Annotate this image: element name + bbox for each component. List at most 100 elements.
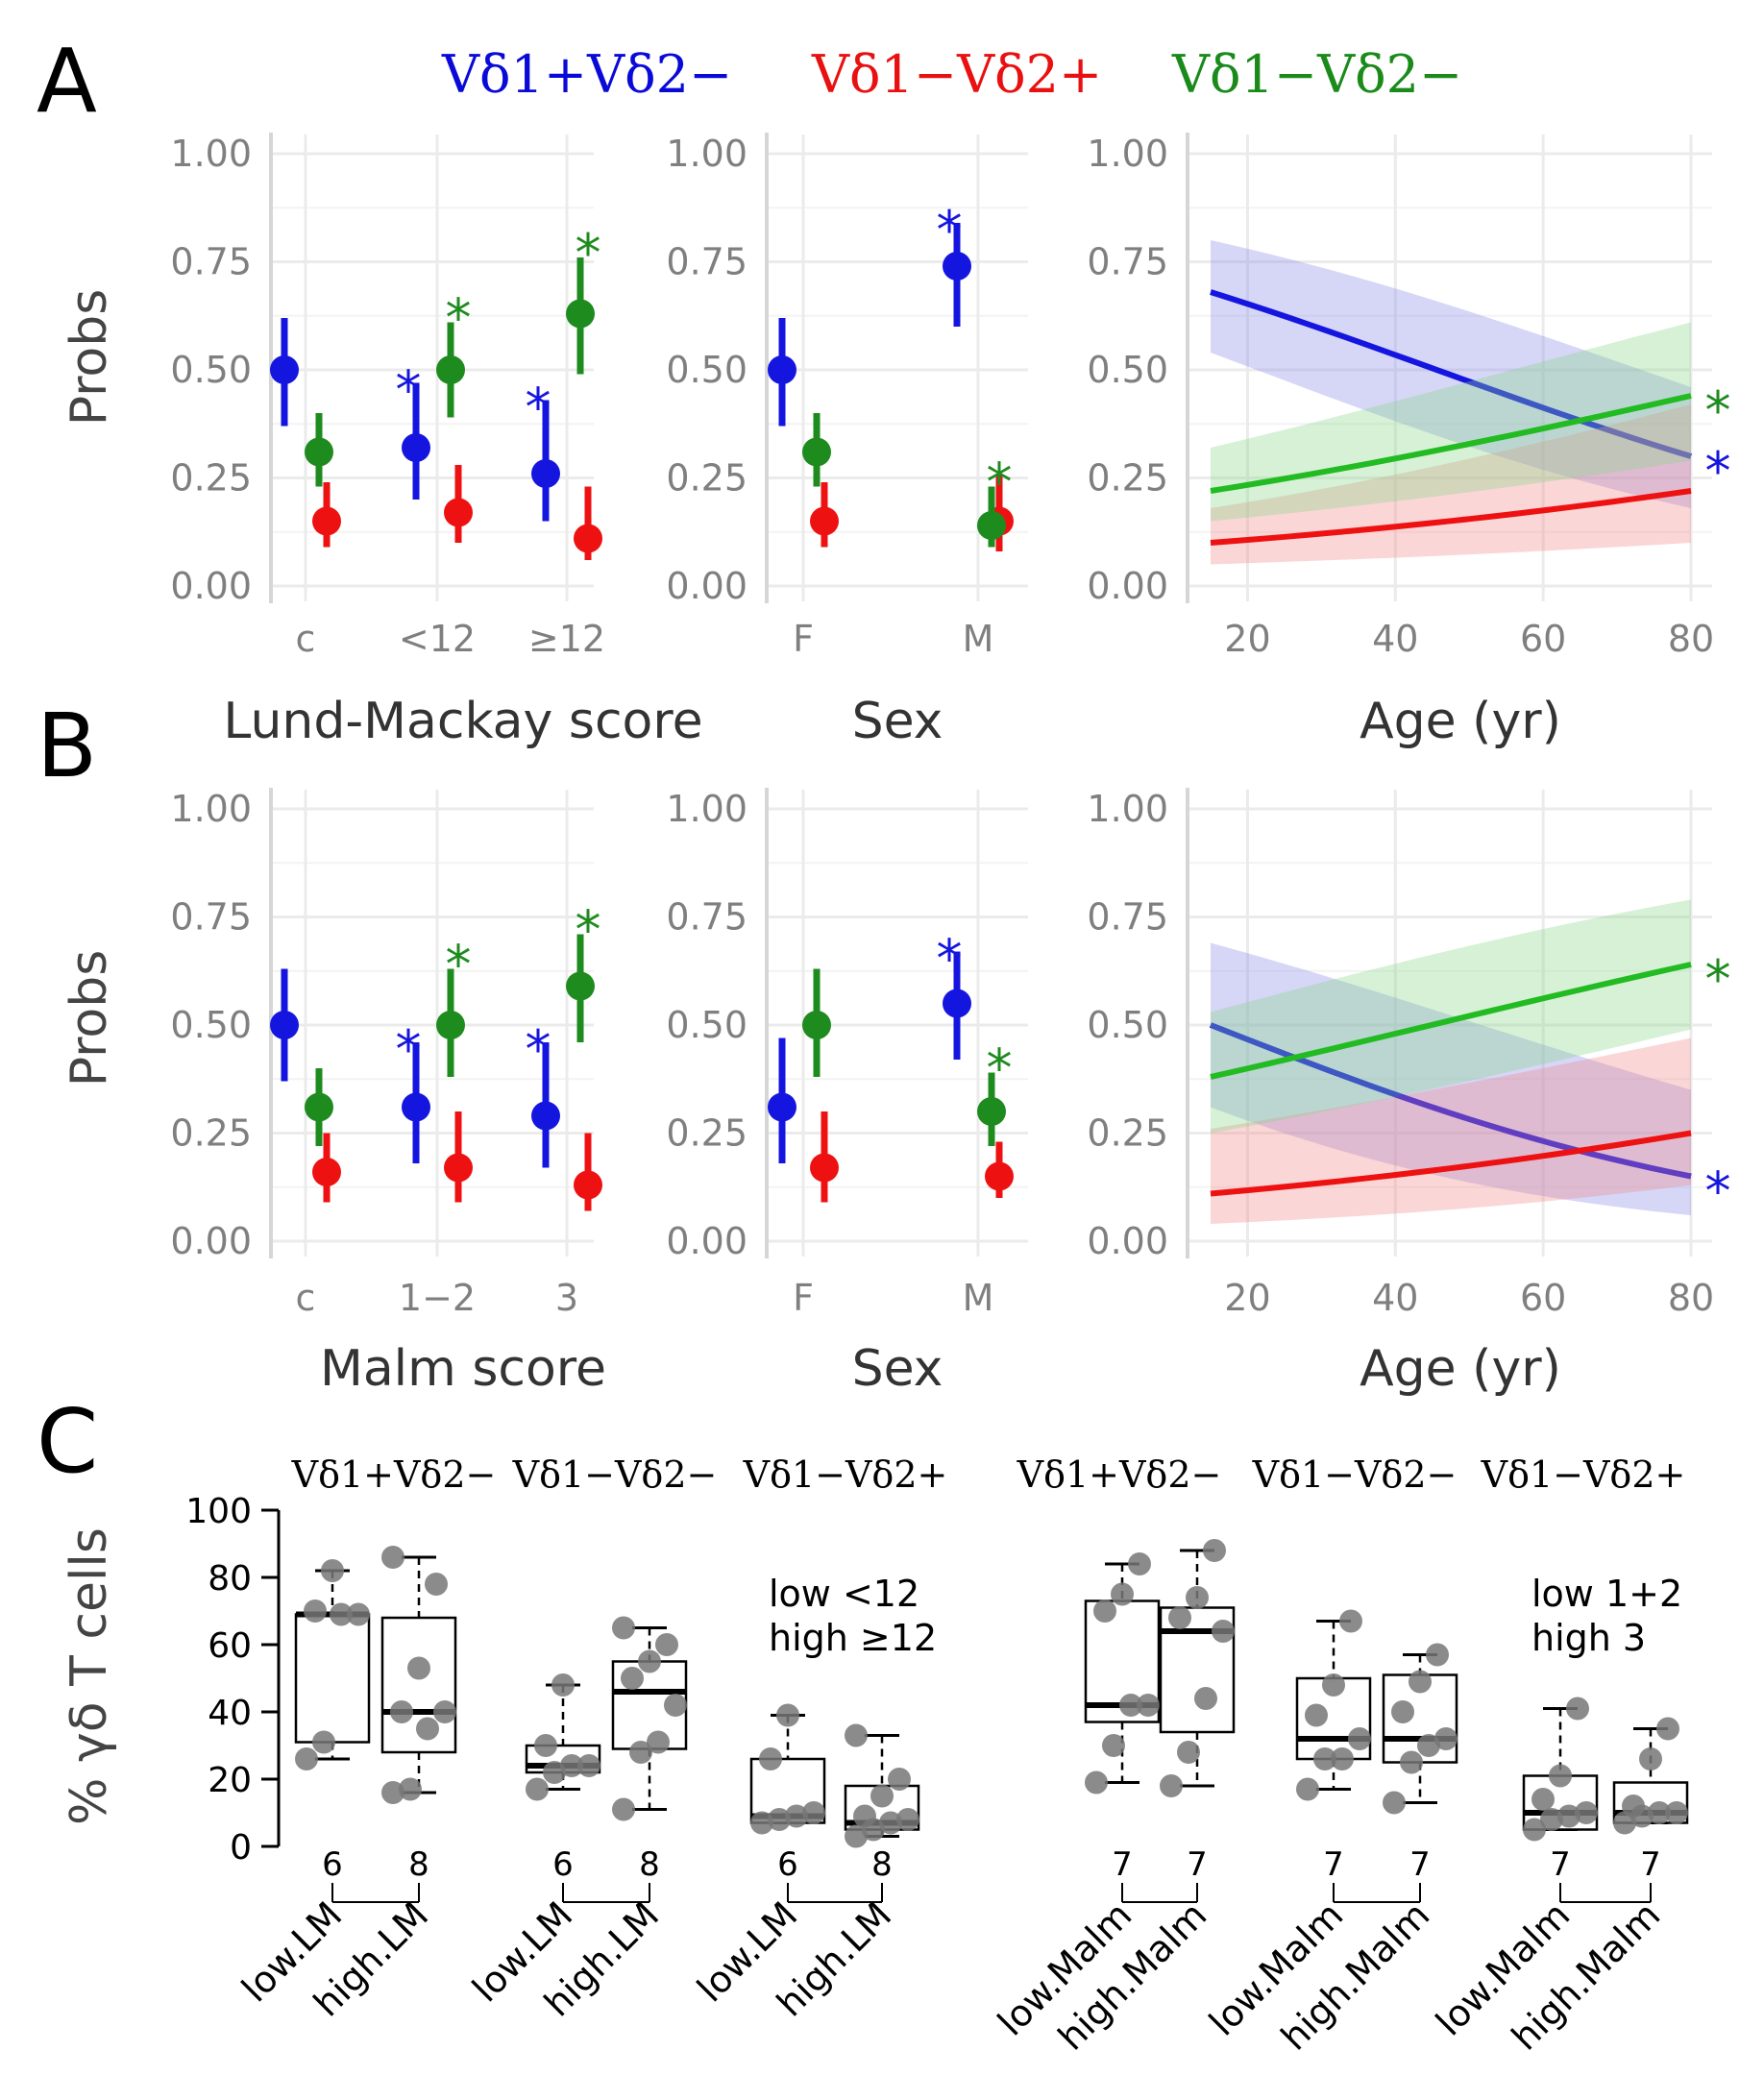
data-point — [1426, 1643, 1449, 1667]
y-tick-label: 0.00 — [1087, 1220, 1168, 1262]
y-axis-title: % γδ T cells — [61, 1527, 118, 1825]
data-point — [1575, 1801, 1598, 1824]
data-point — [785, 1804, 808, 1828]
data-point — [612, 1797, 635, 1821]
y-tick-label: 0.25 — [170, 1112, 252, 1155]
point-estimate — [444, 498, 473, 527]
y-tick-label: 0.25 — [170, 457, 252, 500]
y-tick-label: 0.25 — [666, 457, 747, 500]
data-point — [390, 1700, 413, 1723]
data-point — [381, 1781, 404, 1804]
data-point — [1639, 1747, 1662, 1770]
group-header: Vδ1−Vδ2− — [512, 1453, 718, 1496]
confidence-band — [1211, 404, 1691, 565]
data-point — [1417, 1734, 1440, 1757]
data-point — [1093, 1599, 1116, 1623]
data-point — [655, 1633, 678, 1656]
data-point — [612, 1616, 635, 1640]
data-point — [1391, 1700, 1414, 1723]
legend-label-vd1pos: Vδ1+Vδ2− — [441, 44, 732, 105]
data-point — [1549, 1764, 1572, 1788]
y-tick-label: 0.50 — [170, 349, 252, 391]
data-point — [1656, 1717, 1679, 1741]
point-estimate — [531, 459, 560, 488]
point-estimate — [810, 1153, 839, 1183]
x-tick-label: ≥12 — [528, 618, 605, 660]
y-tick-label: 0.50 — [1087, 1004, 1168, 1046]
x-tick-label: 1−2 — [399, 1277, 476, 1319]
trend-line — [1210, 289, 1692, 459]
data-point — [1119, 1694, 1142, 1717]
data-point — [312, 1730, 335, 1754]
trend-line — [1210, 488, 1692, 546]
legend-label-double-neg: Vδ1−Vδ2− — [1171, 44, 1462, 105]
confidence-band — [1211, 899, 1691, 1134]
point-estimate — [402, 433, 430, 462]
y-tick-label: 0.00 — [1087, 565, 1168, 607]
legend-label-vd2pos: Vδ1−Vδ2+ — [811, 44, 1102, 105]
point-estimate — [436, 355, 465, 384]
group-header: Vδ1+Vδ2− — [291, 1453, 497, 1496]
data-point — [647, 1730, 670, 1754]
panel-letter-a: A — [37, 30, 97, 133]
group-header: Vδ1−Vδ2− — [1252, 1453, 1458, 1496]
y-tick-label: 0 — [230, 1828, 252, 1868]
y-tick-label: 0.00 — [666, 1220, 747, 1262]
data-point — [776, 1703, 799, 1727]
x-tick-label: 20 — [1224, 1277, 1270, 1319]
sample-size: 7 — [1187, 1845, 1208, 1884]
point-estimate — [768, 355, 796, 384]
panel-B3: 0.00 0.25 0.50 0.75 1.00 Age (yr) 20 40 60 80 * * — [1087, 788, 1731, 1398]
data-point — [1622, 1795, 1645, 1818]
y-tick-label: 0.00 — [170, 565, 252, 607]
data-point — [896, 1808, 919, 1831]
data-point — [1296, 1777, 1319, 1801]
point-estimate — [802, 1011, 831, 1039]
legend-note-line: high ≥12 — [769, 1617, 937, 1659]
sample-size: 6 — [777, 1845, 798, 1884]
panel-A1: 0.00 0.25 0.50 0.75 1.00 Lund-Mackay score c <1… — [170, 133, 703, 750]
trend-line — [1210, 1130, 1692, 1197]
data-point — [543, 1761, 566, 1784]
data-point — [750, 1811, 773, 1835]
data-point — [1557, 1804, 1580, 1828]
point-estimate — [985, 1161, 1014, 1191]
significance-star: * — [396, 1019, 422, 1080]
point-estimate — [402, 1092, 430, 1122]
x-axis-title: Sex — [852, 693, 943, 750]
y-tick-label: 100 — [185, 1492, 252, 1531]
point-estimate — [802, 437, 831, 467]
point-estimate — [312, 1158, 341, 1186]
sample-size: 7 — [1550, 1845, 1571, 1884]
point-estimate — [312, 506, 341, 536]
x-tick-label: F — [793, 618, 814, 660]
box — [380, 1616, 457, 1754]
data-point — [853, 1804, 876, 1828]
legend-note-line: high 3 — [1531, 1617, 1646, 1659]
point-estimate — [977, 1097, 1006, 1126]
data-point — [295, 1747, 318, 1770]
sample-size: 6 — [552, 1845, 574, 1884]
data-point — [845, 1723, 868, 1747]
point-estimate — [574, 1170, 602, 1200]
data-point — [1313, 1747, 1336, 1770]
data-point — [1322, 1673, 1345, 1697]
significance-star: * — [987, 1038, 1013, 1099]
chart-panels: 0.00 0.25 0.50 0.75 1.00 Lund-Mackay score c <1… — [61, 133, 1731, 2059]
significance-star: * — [446, 935, 472, 995]
panel-B2: 0.00 0.25 0.50 0.75 1.00 Sex F M * * — [666, 788, 1028, 1398]
data-point — [845, 1824, 868, 1848]
sample-size: 7 — [1112, 1845, 1133, 1884]
data-point — [1400, 1750, 1423, 1774]
point-estimate — [444, 1153, 473, 1183]
data-point — [407, 1656, 430, 1680]
data-point — [1434, 1727, 1458, 1750]
x-tick-label: 60 — [1520, 1277, 1566, 1319]
data-point — [1348, 1727, 1371, 1750]
data-point — [304, 1599, 327, 1623]
